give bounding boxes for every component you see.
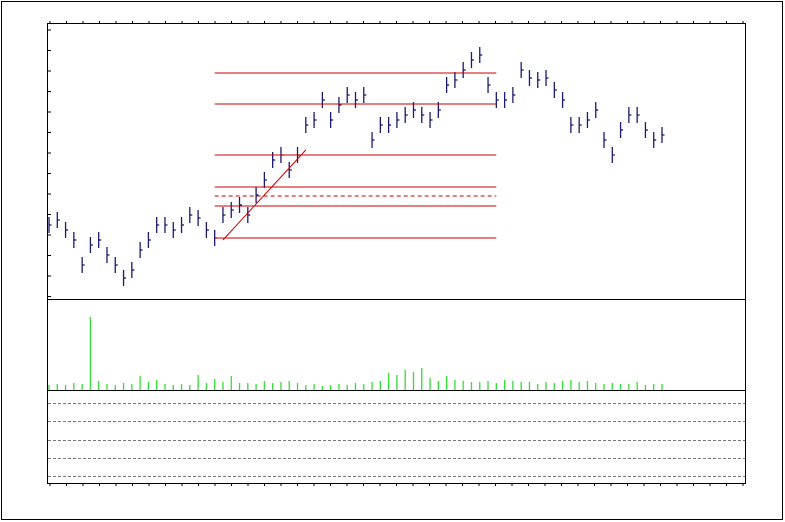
trend-line xyxy=(222,149,307,241)
indicator-grid xyxy=(48,403,745,477)
plot-frame xyxy=(47,23,746,484)
